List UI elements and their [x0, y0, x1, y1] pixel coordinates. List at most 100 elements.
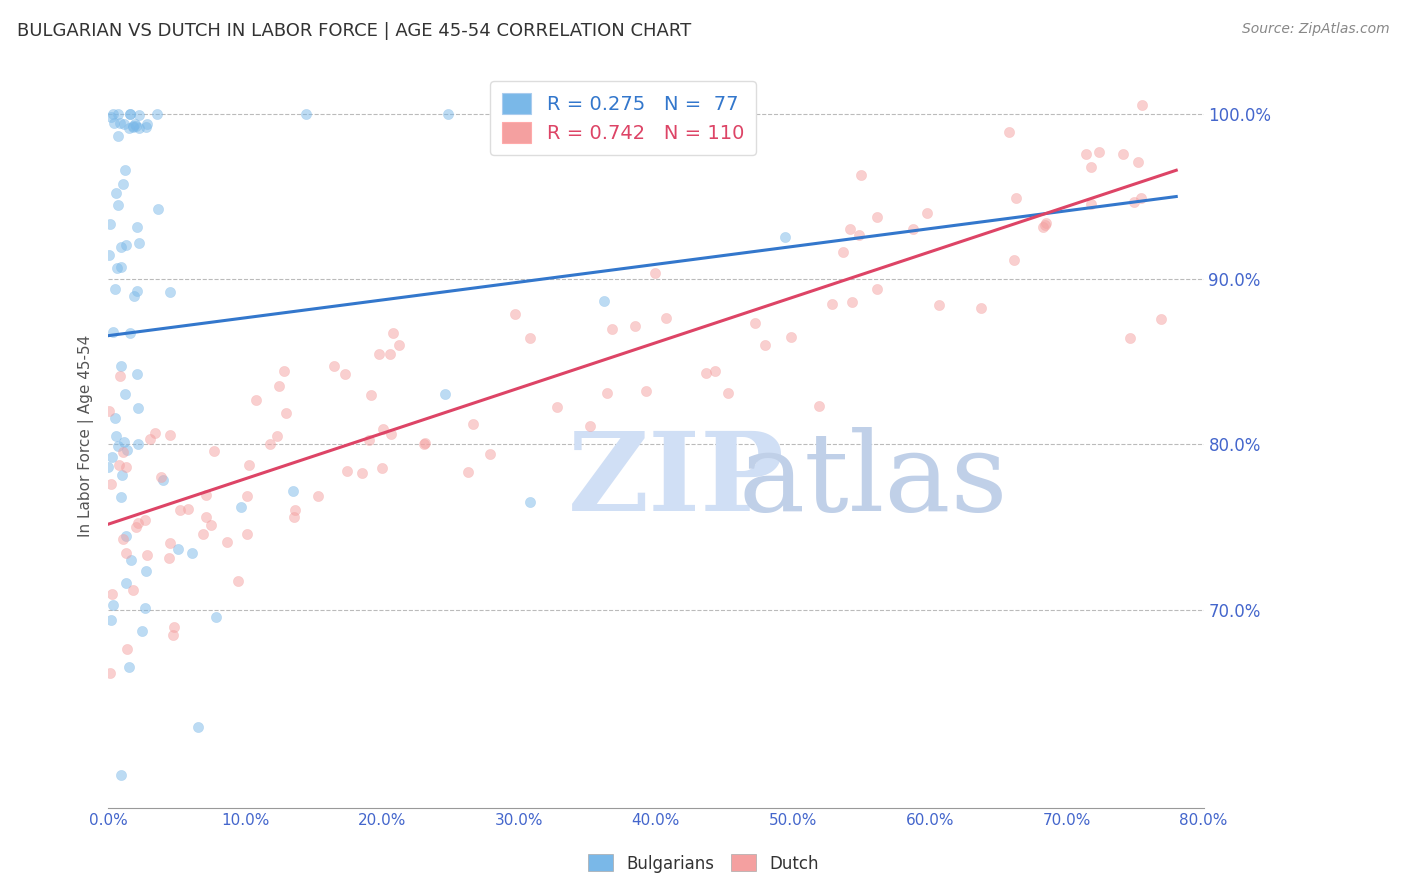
Point: [360, 387, 382, 401]
Point: [848, 227, 870, 242]
Point: [157, 550, 180, 565]
Point: [118, 106, 141, 120]
Point: [162, 628, 184, 642]
Point: [167, 542, 190, 557]
Point: [100, 613, 122, 627]
Point: [139, 432, 162, 446]
Point: [1119, 330, 1142, 344]
Point: [112, 117, 135, 131]
Point: [703, 364, 725, 378]
Point: [832, 244, 855, 259]
Point: [117, 641, 139, 656]
Point: [323, 359, 346, 373]
Point: [101, 599, 124, 613]
Point: [105, 260, 128, 275]
Point: [177, 501, 200, 516]
Point: [131, 624, 153, 638]
Point: [463, 417, 485, 431]
Point: [1080, 197, 1102, 211]
Point: [593, 294, 616, 309]
Point: [231, 500, 253, 514]
Point: [228, 574, 250, 588]
Point: [412, 437, 434, 451]
Point: [295, 106, 318, 120]
Point: [1004, 191, 1026, 205]
Legend: Bulgarians, Dutch: Bulgarians, Dutch: [581, 847, 825, 880]
Point: [110, 490, 132, 504]
Point: [519, 495, 541, 509]
Point: [128, 108, 150, 122]
Point: [780, 330, 803, 344]
Point: [127, 401, 149, 415]
Point: [101, 587, 124, 601]
Point: [111, 533, 134, 547]
Point: [135, 120, 157, 134]
Point: [1074, 146, 1097, 161]
Point: [998, 125, 1021, 139]
Point: [108, 458, 131, 472]
Point: [1035, 216, 1057, 230]
Y-axis label: In Labor Force | Age 45-54: In Labor Force | Age 45-54: [79, 334, 94, 537]
Point: [1004, 253, 1026, 268]
Point: [195, 509, 218, 524]
Point: [775, 230, 797, 244]
Point: [97, 404, 120, 418]
Point: [110, 359, 132, 373]
Point: [478, 447, 501, 461]
Point: [104, 282, 127, 296]
Point: [125, 219, 148, 234]
Point: [727, 106, 749, 120]
Point: [104, 186, 127, 201]
Point: [101, 106, 124, 120]
Point: [238, 458, 260, 472]
Point: [1149, 311, 1171, 326]
Point: [236, 489, 259, 503]
Point: [135, 564, 157, 578]
Point: [124, 519, 146, 533]
Point: [122, 120, 145, 134]
Point: [838, 222, 860, 236]
Point: [122, 289, 145, 303]
Point: [124, 117, 146, 131]
Point: [283, 510, 305, 524]
Point: [352, 466, 374, 480]
Text: BULGARIAN VS DUTCH IN LABOR FORCE | AGE 45-54 CORRELATION CHART: BULGARIAN VS DUTCH IN LABOR FORCE | AGE …: [17, 22, 692, 40]
Point: [114, 435, 136, 450]
Point: [546, 400, 568, 414]
Point: [970, 301, 993, 315]
Point: [335, 367, 357, 381]
Point: [107, 129, 129, 144]
Point: [98, 218, 121, 232]
Point: [143, 425, 166, 440]
Point: [245, 392, 267, 407]
Point: [505, 307, 527, 321]
Point: [603, 106, 626, 120]
Point: [118, 106, 141, 120]
Point: [128, 121, 150, 136]
Point: [217, 534, 239, 549]
Text: ZIP: ZIP: [568, 427, 785, 534]
Point: [136, 117, 159, 131]
Point: [114, 460, 136, 475]
Point: [928, 298, 950, 312]
Point: [98, 665, 121, 680]
Point: [146, 202, 169, 217]
Point: [114, 575, 136, 590]
Point: [433, 386, 456, 401]
Point: [744, 316, 766, 330]
Point: [380, 427, 402, 442]
Point: [281, 483, 304, 498]
Point: [169, 502, 191, 516]
Point: [100, 476, 122, 491]
Point: [579, 418, 602, 433]
Point: [273, 364, 295, 378]
Point: [413, 436, 436, 450]
Point: [388, 338, 411, 352]
Point: [205, 610, 228, 624]
Point: [194, 488, 217, 502]
Point: [111, 445, 134, 459]
Point: [159, 536, 181, 550]
Point: [103, 116, 125, 130]
Point: [235, 527, 257, 541]
Point: [122, 583, 145, 598]
